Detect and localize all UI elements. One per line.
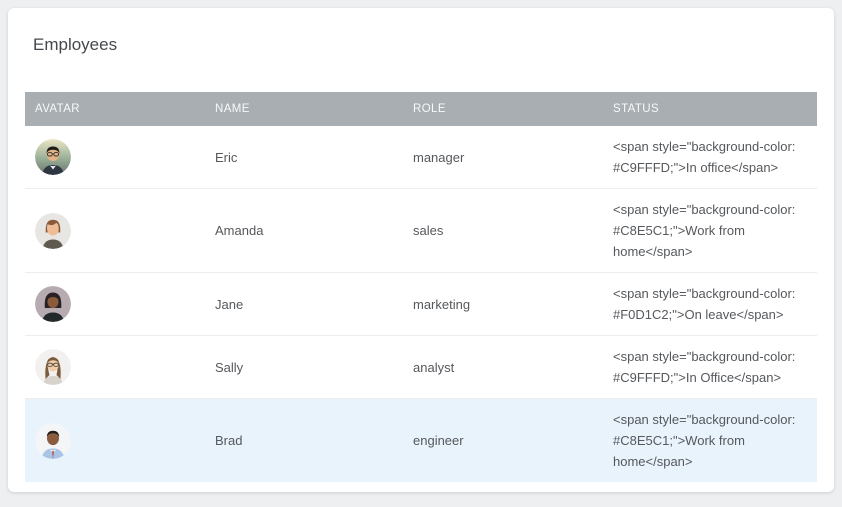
avatar-woman-glasses: [35, 349, 71, 385]
employee-status: <span style="background-color: #C8E5C1;"…: [613, 412, 796, 469]
employee-status: <span style="background-color: #F0D1C2;"…: [613, 286, 796, 322]
employee-name: Sally: [215, 359, 244, 375]
employee-role: sales: [413, 223, 444, 238]
column-header-name: NAME: [215, 103, 250, 115]
avatar-woman-dark-hair: [35, 286, 71, 322]
employees-table: AVATAR NAME ROLE STATUS: [25, 92, 817, 482]
employee-role: marketing: [413, 296, 471, 312]
employee-name: Brad: [215, 433, 243, 448]
avatar-man-blue-shirt: [35, 422, 71, 459]
column-header-role: ROLE: [413, 103, 446, 115]
employee-role: engineer: [413, 433, 464, 448]
avatar-woman-auburn-hair: [35, 212, 71, 249]
employee-role: manager: [413, 149, 465, 165]
column-header-avatar: AVATAR: [35, 103, 80, 115]
employee-name: Eric: [215, 149, 238, 165]
table-row[interactable]: Brad engineer <span style="background-co…: [25, 398, 817, 482]
table-header: AVATAR NAME ROLE STATUS: [25, 92, 817, 126]
table-row[interactable]: Sally analyst <span style="background-co…: [25, 335, 817, 398]
employee-status: <span style="background-color: #C9FFFD;"…: [613, 139, 796, 175]
page: { "title": "Employees", "table": { "colu…: [0, 8, 842, 507]
table-row[interactable]: Amanda sales <span style="background-col…: [25, 188, 817, 272]
page-title: Employees: [33, 35, 118, 54]
column-header-status: STATUS: [613, 103, 660, 115]
table-row[interactable]: Eric manager <span style="background-col…: [25, 126, 817, 188]
employee-name: Amanda: [215, 223, 264, 238]
employee-status: <span style="background-color: #C8E5C1;"…: [613, 202, 796, 259]
employee-role: analyst: [413, 359, 455, 375]
employee-status: <span style="background-color: #C9FFFD;"…: [613, 349, 796, 385]
employee-name: Jane: [215, 296, 244, 312]
table-row[interactable]: Jane marketing <span style="background-c…: [25, 272, 817, 335]
avatar-man-glasses: [35, 139, 71, 175]
employees-card: Employees AVATAR NAME ROLE STATUS: [8, 8, 834, 492]
